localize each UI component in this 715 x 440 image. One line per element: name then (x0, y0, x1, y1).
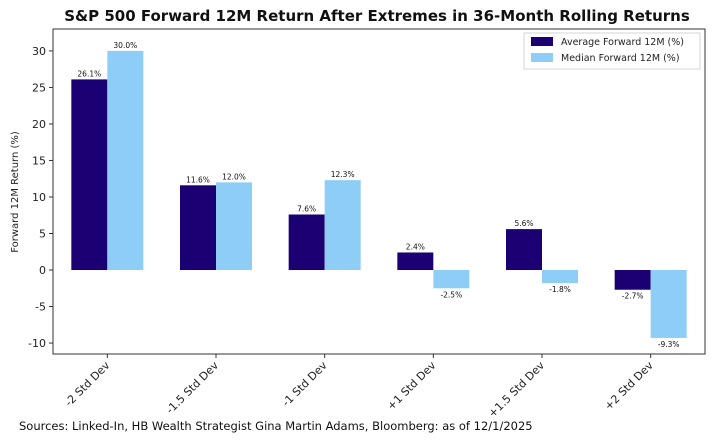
bar-average (288, 214, 325, 271)
data-label: -1.8% (549, 285, 571, 294)
y-tick-label: 20 (32, 118, 46, 131)
data-label: 7.6% (297, 205, 316, 214)
bar-average (614, 270, 651, 290)
data-label: -9.3% (658, 340, 680, 349)
y-tick-label: 10 (32, 191, 46, 204)
bar-median (542, 270, 578, 284)
x-tick-label: +1 Std Dev (385, 359, 439, 413)
y-tick-label: 30 (32, 45, 46, 58)
legend-label-average: Average Forward 12M (%) (561, 37, 684, 48)
bar-median (107, 50, 144, 271)
data-label: 12.0% (222, 172, 246, 181)
y-tick-label: -5 (35, 301, 46, 314)
data-label: -2.7% (622, 292, 644, 301)
y-tick-label: 25 (32, 81, 46, 94)
bar-average (397, 252, 434, 271)
source-note: Sources: Linked-In, HB Wealth Strategist… (19, 419, 533, 433)
x-tick-label: +1.5 Std Dev (486, 359, 548, 421)
data-label: 30.0% (113, 41, 137, 50)
bar-average (180, 185, 216, 271)
bar-median (650, 270, 687, 338)
bar-median (324, 180, 361, 271)
bar-average (71, 79, 108, 271)
data-label: 12.3% (331, 170, 355, 179)
y-tick-label: 0 (39, 264, 46, 277)
chart-title: S&P 500 Forward 12M Return After Extreme… (64, 7, 690, 25)
data-label: 26.1% (77, 69, 101, 78)
y-axis: -10 -5 0 5 10 15 20 25 30 (28, 45, 53, 350)
x-tick-label: -1 Std Dev (280, 359, 331, 410)
y-tick-label: -10 (28, 337, 46, 350)
legend-label-median: Median Forward 12M (%) (561, 53, 680, 64)
bar-median (216, 182, 252, 271)
legend-box (523, 32, 701, 70)
x-tick-label: +2 Std Dev (602, 359, 656, 413)
data-label: 5.6% (514, 219, 533, 228)
x-tick-label: -2 Std Dev (62, 359, 113, 410)
data-label: -2.5% (440, 290, 462, 299)
plot-frame (52, 28, 706, 355)
legend: Average Forward 12M (%) Median Forward 1… (523, 32, 701, 70)
y-tick-label: 5 (39, 227, 46, 240)
bar-median (433, 270, 470, 289)
x-tick-label: -1.5 Std Dev (164, 359, 222, 417)
y-axis-label: Forward 12M Return (%) (10, 131, 21, 253)
legend-swatch-average (531, 37, 553, 46)
bars: 26.1% 30.0% 11.6% 12.0% 7.6% 12.3% 2.4% -2.5% 5.… (71, 41, 687, 349)
x-axis: -2 Std Dev -1.5 Std Dev -1 Std Dev +1 Std D… (62, 354, 656, 420)
legend-swatch-median (531, 53, 553, 62)
data-label: 11.6% (186, 175, 210, 184)
bar-average (506, 229, 542, 271)
data-label: 2.4% (406, 242, 425, 251)
y-tick-label: 15 (32, 154, 46, 167)
